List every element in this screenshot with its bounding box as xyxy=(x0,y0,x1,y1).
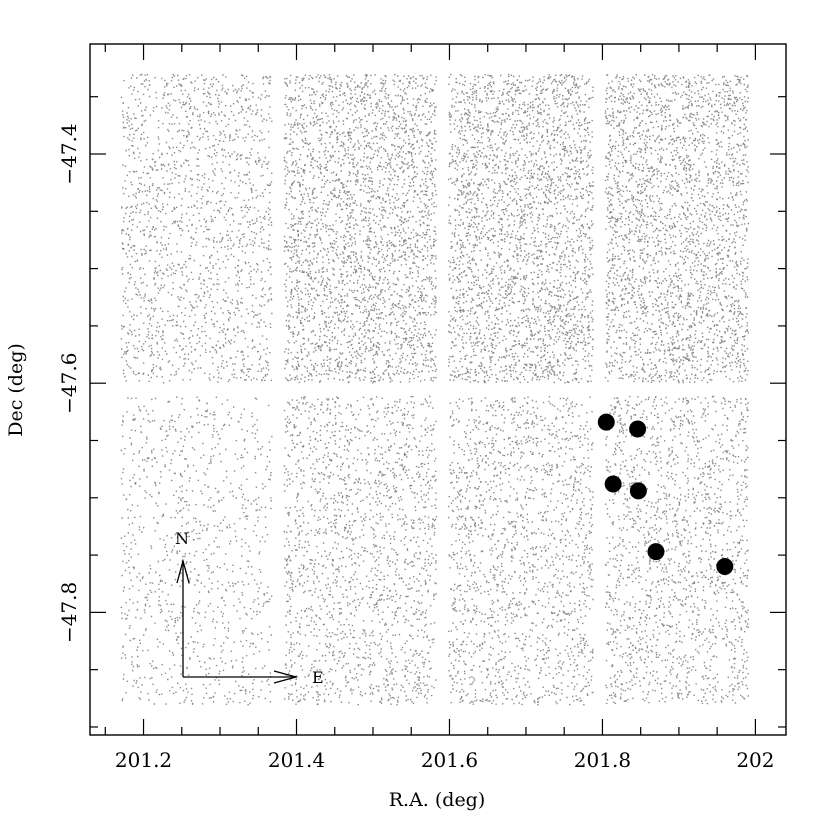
north-label: N xyxy=(175,529,189,548)
y-tick-label: −47.4 xyxy=(57,123,81,184)
highlight-point xyxy=(716,558,734,576)
compass: N E xyxy=(175,529,324,687)
plot-frame xyxy=(89,43,787,736)
x-tick-label: 201.8 xyxy=(574,748,631,772)
north-arrow-head xyxy=(176,558,190,584)
highlight-point xyxy=(629,420,647,438)
axis-ticks xyxy=(90,44,786,735)
east-label: E xyxy=(312,668,324,687)
highlight-point xyxy=(597,413,615,431)
highlight-point xyxy=(604,475,622,493)
x-tick-label: 201.2 xyxy=(115,748,172,772)
tick-labels: 201.2 201.4 201.6 201.8 202 −47.4 −47.6 −47.8 xyxy=(57,123,775,772)
highlight-point xyxy=(647,543,665,561)
y-axis-title: Dec (deg) xyxy=(5,343,27,437)
x-tick-label: 202 xyxy=(736,748,774,772)
y-tick-label: −47.8 xyxy=(57,582,81,643)
east-arrow-head xyxy=(273,670,299,684)
y-tick-label: −47.6 xyxy=(57,353,81,414)
highlighted-points xyxy=(597,413,734,576)
x-tick-label: 201.4 xyxy=(268,748,325,772)
highlight-point xyxy=(629,482,647,500)
x-tick-label: 201.6 xyxy=(421,748,478,772)
x-axis-title: R.A. (deg) xyxy=(389,789,486,811)
